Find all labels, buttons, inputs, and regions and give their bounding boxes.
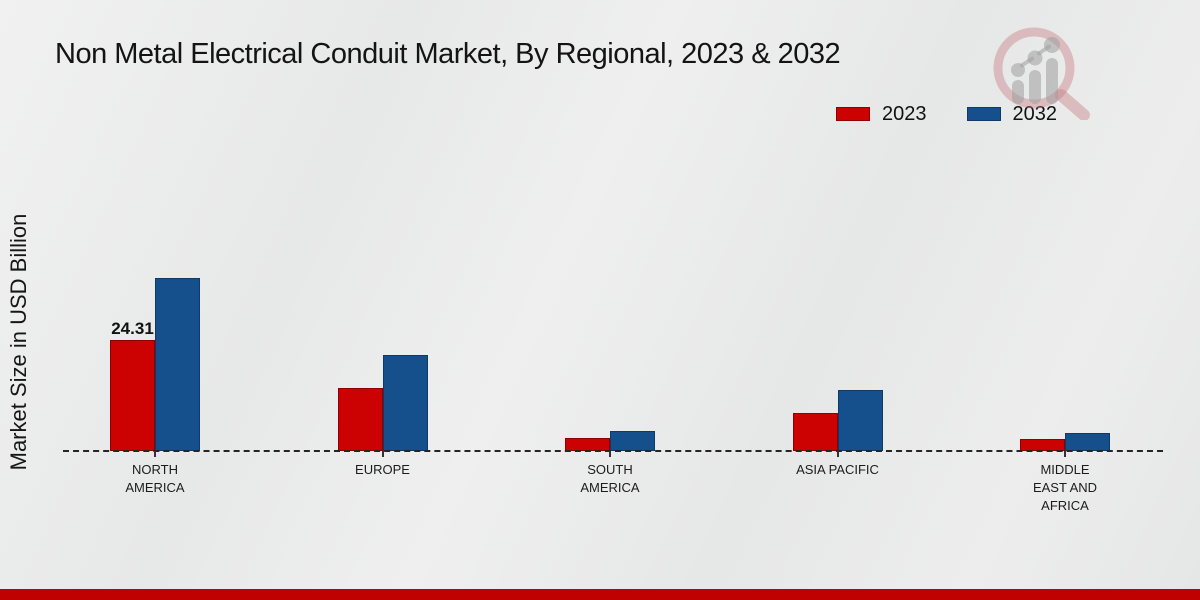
magnifier-bar-chart-logo-icon — [993, 27, 1090, 120]
bar-2023-asia-pacific — [792, 413, 838, 451]
bar-2032-south-america — [610, 431, 655, 451]
category-label-middle-east-and-africa: MIDDLE EAST AND AFRICA — [1032, 462, 1098, 514]
category-label-south-america: SOUTH AMERICA — [580, 462, 640, 496]
legend: 2023 2032 — [836, 102, 1057, 126]
bar-2032-middle-east-and-africa — [1065, 433, 1110, 451]
legend-item-2032: 2032 — [966, 102, 1058, 126]
x-axis-tick-north-america — [154, 451, 156, 457]
category-label-europe: EUROPE — [355, 462, 410, 477]
category-label-north-america: NORTH AMERICA — [125, 462, 185, 496]
x-axis-baseline — [63, 450, 1163, 452]
page-title: Non Metal Electrical Conduit Market, By … — [55, 38, 841, 70]
bottom-red-band — [0, 589, 1200, 600]
bar-2032-europe — [382, 355, 428, 451]
bar-2023-north-america — [110, 340, 155, 451]
category-label-asia-pacific: ASIA PACIFIC — [796, 462, 879, 477]
bar-2032-asia-pacific — [837, 390, 883, 451]
legend-label-2032: 2032 — [1012, 102, 1058, 125]
bar-2032-north-america — [155, 278, 200, 451]
legend-label-2023: 2023 — [882, 102, 927, 125]
x-axis-tick-europe — [381, 451, 384, 457]
legend-swatch-2032-icon — [966, 107, 1001, 121]
x-axis-tick-middle-east-and-africa — [1064, 451, 1066, 457]
x-axis-tick-south-america — [609, 451, 611, 457]
bar-2023-europe — [337, 388, 383, 451]
legend-swatch-2023-icon — [836, 107, 870, 121]
x-axis-tick-asia-pacific — [836, 451, 839, 457]
legend-item-2023: 2023 — [836, 103, 927, 126]
value-label-2023-north-america: 24.31 — [111, 319, 154, 338]
